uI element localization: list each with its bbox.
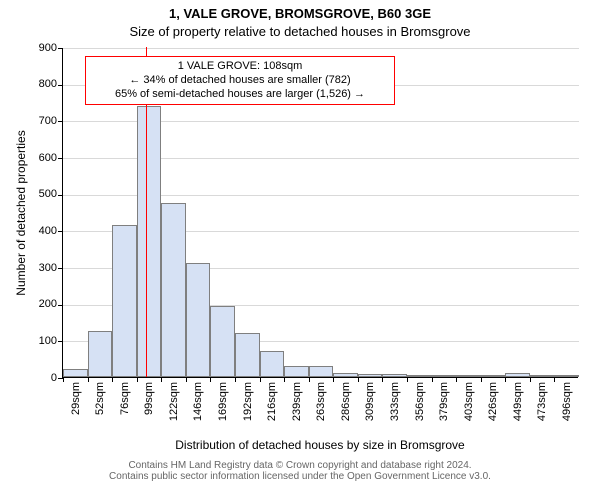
x-tick-label: 333sqm: [389, 382, 401, 432]
y-tick-label: 700: [23, 115, 57, 127]
x-tick-label: 29sqm: [70, 382, 82, 432]
x-tick-label: 426sqm: [487, 382, 499, 432]
y-tick-label: 300: [23, 262, 57, 274]
x-tick: [456, 377, 457, 382]
y-tick: [58, 85, 63, 86]
x-tick: [210, 377, 211, 382]
y-tick: [58, 195, 63, 196]
footer-line-1: Contains HM Land Registry data © Crown c…: [128, 460, 471, 471]
y-tick: [58, 48, 63, 49]
histogram-bar: [88, 331, 113, 377]
x-tick-label: 216sqm: [266, 382, 278, 432]
gridline: [63, 48, 579, 49]
y-tick-label: 800: [23, 78, 57, 90]
x-tick: [554, 377, 555, 382]
x-tick-label: 99sqm: [143, 382, 155, 432]
histogram-bar: [456, 375, 481, 377]
y-tick-label: 900: [23, 42, 57, 54]
y-tick: [58, 268, 63, 269]
histogram-bar: [210, 306, 235, 378]
x-tick-label: 192sqm: [242, 382, 254, 432]
histogram-bar: [530, 375, 555, 377]
x-tick-label: 403sqm: [463, 382, 475, 432]
annotation-line-2: ← 34% of detached houses are smaller (78…: [92, 74, 388, 88]
y-tick: [58, 121, 63, 122]
x-tick: [137, 377, 138, 382]
y-tick-label: 400: [23, 225, 57, 237]
histogram-bar: [554, 375, 579, 377]
x-tick-label: 263sqm: [315, 382, 327, 432]
y-tick: [58, 158, 63, 159]
x-tick-label: 356sqm: [414, 382, 426, 432]
footer-attribution: Contains HM Land Registry data © Crown c…: [0, 460, 600, 482]
histogram-bar: [432, 375, 457, 377]
x-tick: [382, 377, 383, 382]
annotation-line-1: 1 VALE GROVE: 108sqm: [92, 60, 388, 74]
x-tick: [505, 377, 506, 382]
x-tick-label: 122sqm: [168, 382, 180, 432]
x-tick-label: 496sqm: [561, 382, 573, 432]
histogram-bar: [505, 373, 530, 377]
x-tick: [260, 377, 261, 382]
x-tick: [530, 377, 531, 382]
y-tick-label: 100: [23, 335, 57, 347]
y-tick-label: 600: [23, 152, 57, 164]
x-tick: [284, 377, 285, 382]
histogram-bar: [235, 333, 260, 377]
chart-title: Size of property relative to detached ho…: [0, 24, 600, 39]
y-tick: [58, 305, 63, 306]
x-tick-label: 379sqm: [438, 382, 450, 432]
x-tick: [407, 377, 408, 382]
x-tick-label: 449sqm: [512, 382, 524, 432]
histogram-bar: [333, 373, 358, 377]
y-tick-label: 0: [23, 372, 57, 384]
x-tick: [358, 377, 359, 382]
histogram-bar: [309, 366, 334, 377]
x-tick: [112, 377, 113, 382]
annotation-box: 1 VALE GROVE: 108sqm← 34% of detached ho…: [85, 56, 395, 105]
histogram-bar: [137, 106, 162, 377]
footer-line-2: Contains public sector information licen…: [109, 471, 491, 482]
histogram-bar: [407, 375, 432, 377]
histogram-bar: [63, 369, 88, 377]
x-tick-label: 309sqm: [364, 382, 376, 432]
x-tick: [161, 377, 162, 382]
y-axis-label: Number of detached properties: [14, 48, 28, 378]
y-tick: [58, 341, 63, 342]
annotation-line-3: 65% of semi-detached houses are larger (…: [92, 88, 388, 102]
histogram-bar: [186, 263, 211, 377]
y-tick-label: 500: [23, 188, 57, 200]
histogram-bar: [161, 203, 186, 377]
x-tick: [186, 377, 187, 382]
x-tick: [63, 377, 64, 382]
x-tick: [481, 377, 482, 382]
y-tick-label: 200: [23, 298, 57, 310]
x-axis-label: Distribution of detached houses by size …: [62, 438, 578, 452]
x-tick-label: 146sqm: [192, 382, 204, 432]
x-tick: [309, 377, 310, 382]
histogram-bar: [358, 374, 383, 377]
x-tick-label: 52sqm: [94, 382, 106, 432]
x-tick: [88, 377, 89, 382]
x-tick: [333, 377, 334, 382]
histogram-bar: [112, 225, 137, 377]
x-tick-label: 473sqm: [536, 382, 548, 432]
histogram-bar: [382, 374, 407, 377]
page-supertitle: 1, VALE GROVE, BROMSGROVE, B60 3GE: [0, 6, 600, 21]
y-tick: [58, 231, 63, 232]
histogram-bar: [481, 375, 506, 377]
plot-area: 010020030040050060070080090029sqm52sqm76…: [62, 48, 578, 378]
histogram-bar: [284, 366, 309, 377]
x-tick: [235, 377, 236, 382]
x-tick-label: 76sqm: [119, 382, 131, 432]
x-tick: [432, 377, 433, 382]
x-tick-label: 169sqm: [217, 382, 229, 432]
x-tick-label: 286sqm: [340, 382, 352, 432]
x-tick-label: 239sqm: [291, 382, 303, 432]
histogram-bar: [260, 351, 285, 377]
